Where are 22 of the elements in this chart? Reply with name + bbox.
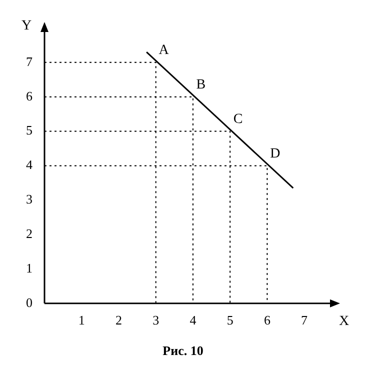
y-tick-label: 7 [26, 54, 33, 69]
x-tick-label: 3 [152, 312, 160, 328]
x-tick-label: 7 [301, 312, 308, 328]
x-tick-label: 6 [264, 312, 271, 328]
x-tick-label: 5 [226, 312, 234, 328]
annotation: B [196, 78, 206, 93]
y-tick-label: 6 [26, 88, 33, 104]
y-axis-title: Y [21, 18, 32, 34]
y-tick-label: 1 [26, 260, 32, 276]
y-tick-label: 0 [26, 294, 32, 310]
y-tick-label: 2 [26, 226, 32, 241]
annotation: D [270, 146, 280, 162]
text: Рис. 10 [162, 343, 204, 359]
x-axis-title: X [338, 314, 350, 330]
x-tick-label: 1 [78, 312, 85, 328]
x-tick-label: 4 [190, 312, 197, 328]
y-tick-label: 4 [26, 157, 33, 172]
annotation: A [158, 43, 170, 58]
annotation: C [233, 112, 243, 127]
y-tick-label: 3 [26, 192, 32, 207]
x-tick-label: 2 [115, 312, 122, 328]
y-tick-label: 5 [26, 122, 32, 138]
